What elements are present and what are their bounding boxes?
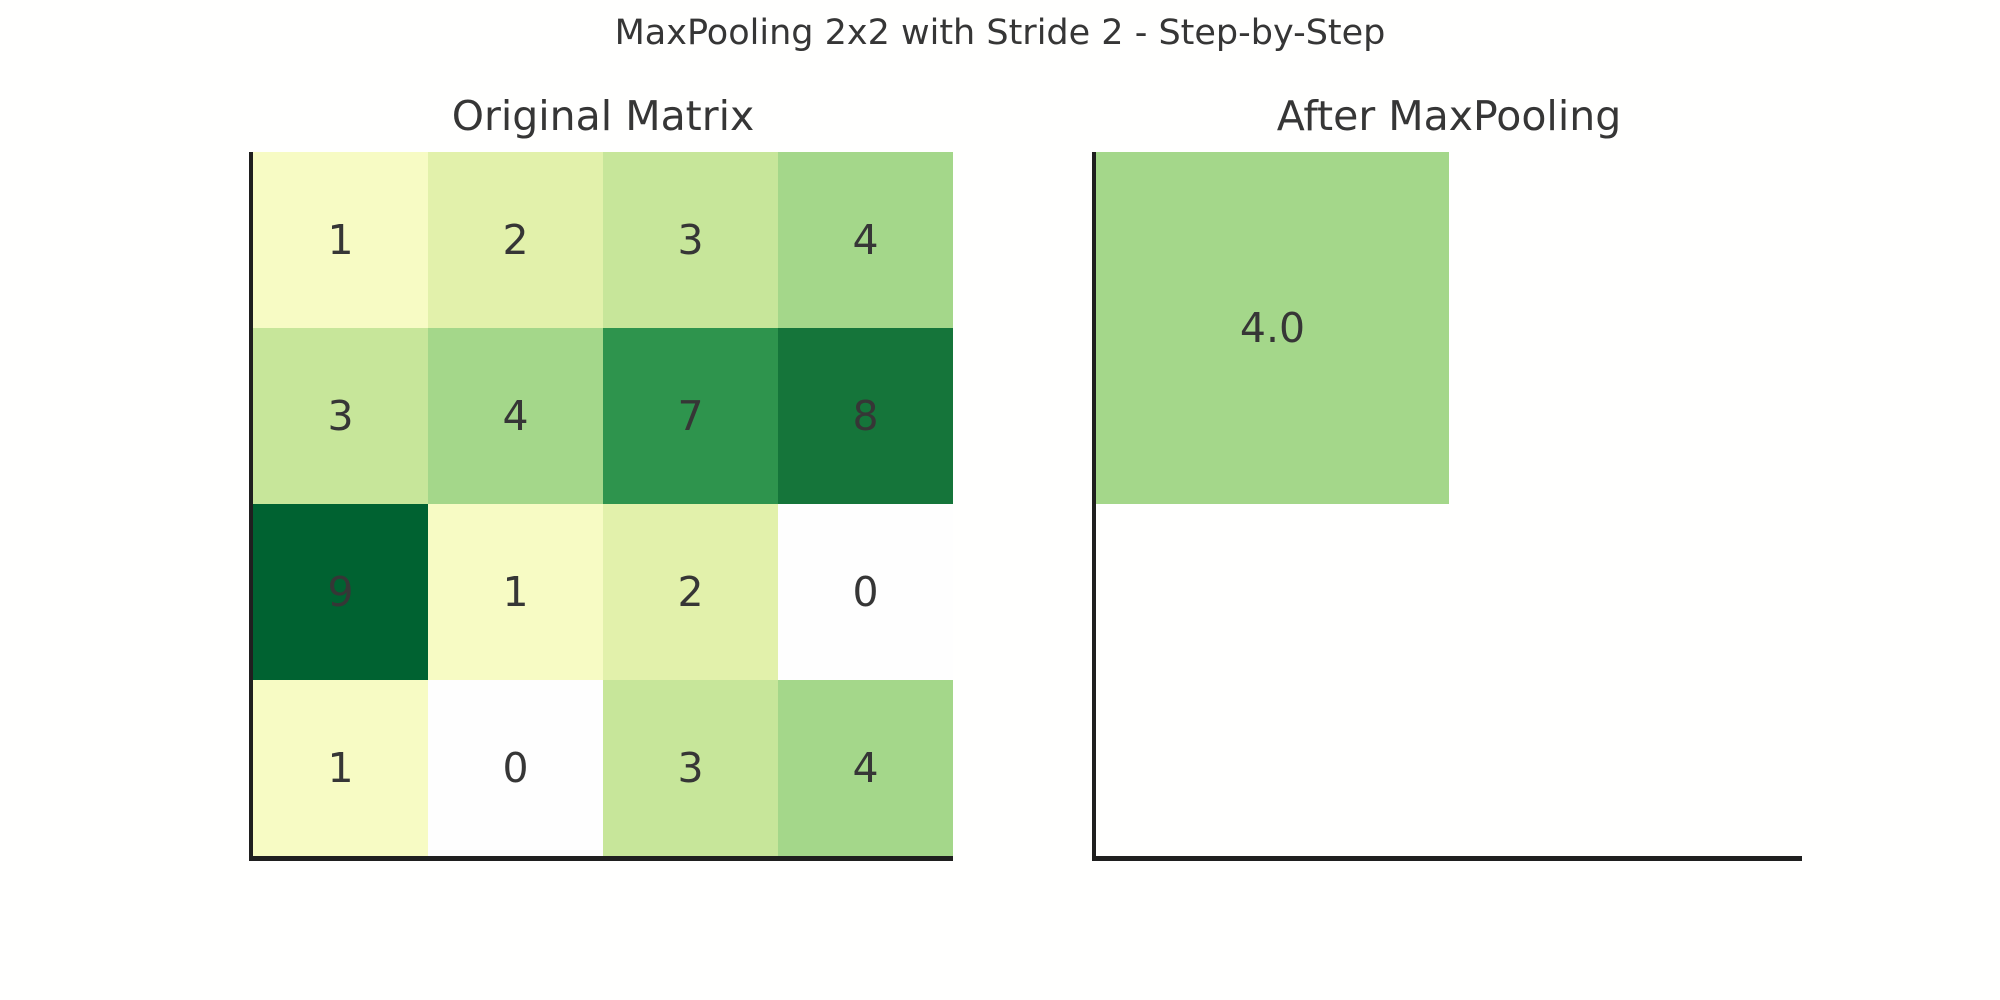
matrix-cell: 0 [778, 504, 953, 680]
after-maxpooling-title: After MaxPooling [1276, 92, 1622, 140]
matrix-cell: 9 [253, 504, 428, 680]
matrix-cell: 1 [253, 680, 428, 856]
matrix-cell: 0 [428, 680, 603, 856]
original-matrix-axes: 1 2 3 4 3 4 7 8 9 1 2 0 1 0 3 4 [249, 152, 953, 861]
original-matrix-title: Original Matrix [451, 92, 755, 140]
matrix-cell: 1 [428, 504, 603, 680]
matrix-cell: 1 [253, 152, 428, 328]
matrix-cell: 3 [603, 680, 778, 856]
matrix-cell: 7 [603, 328, 778, 504]
matrix-cell: 4 [778, 680, 953, 856]
original-matrix-grid: 1 2 3 4 3 4 7 8 9 1 2 0 1 0 3 4 [253, 152, 953, 856]
matrix-cell: 3 [603, 152, 778, 328]
matrix-cell: 2 [603, 504, 778, 680]
matrix-cell: 4 [428, 328, 603, 504]
matrix-cell: 4 [778, 152, 953, 328]
matrix-cell: 8 [778, 328, 953, 504]
pooled-cell: 4.0 [1096, 152, 1449, 504]
matrix-cell: 3 [253, 328, 428, 504]
after-maxpooling-axes: 4.0 [1092, 152, 1802, 861]
matrix-cell: 2 [428, 152, 603, 328]
figure-title: MaxPooling 2x2 with Stride 2 - Step-by-S… [614, 13, 1386, 53]
